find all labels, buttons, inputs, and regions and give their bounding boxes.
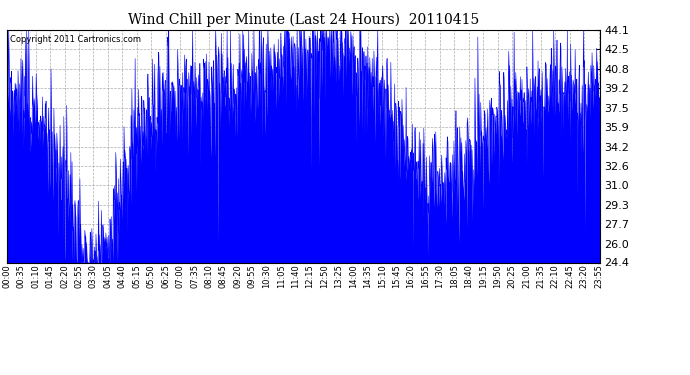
Text: Copyright 2011 Cartronics.com: Copyright 2011 Cartronics.com [10,34,141,44]
Title: Wind Chill per Minute (Last 24 Hours)  20110415: Wind Chill per Minute (Last 24 Hours) 20… [128,13,480,27]
